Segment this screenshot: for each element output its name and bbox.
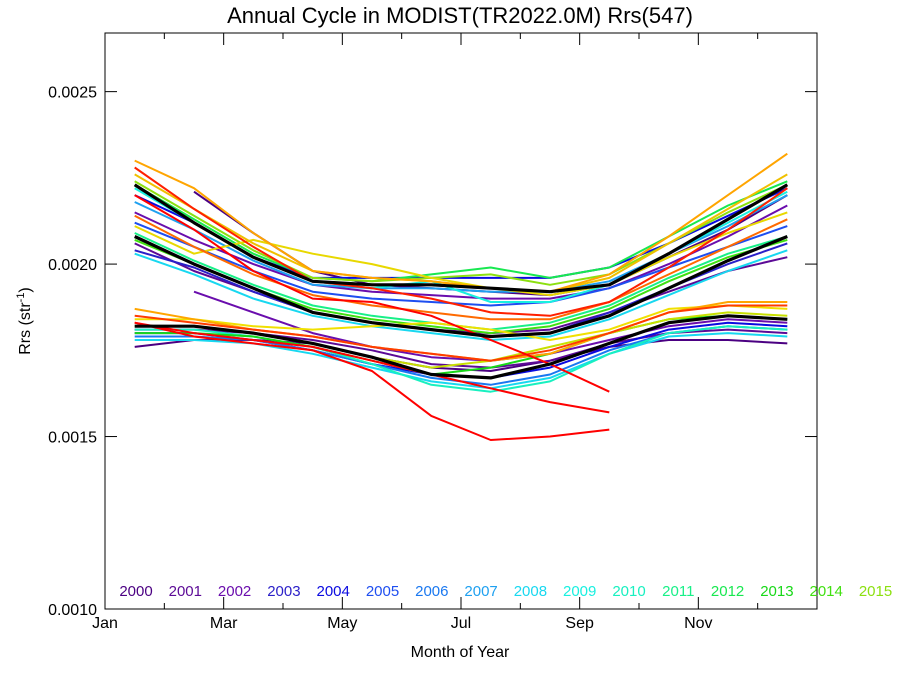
- legend-entry-2010: 2010: [612, 583, 645, 600]
- y-axis-label: Rrs (str-1): [15, 287, 34, 355]
- legend-entry-2006: 2006: [415, 583, 448, 600]
- legend-entry-2003: 2003: [267, 583, 300, 600]
- x-tick-label: May: [327, 615, 357, 632]
- ticks-layer: 0.0010 0.0015 0.0020 0.0025 Jan Mar May Jul Sep N…: [48, 33, 817, 632]
- series-line-17: [134, 180, 788, 283]
- legend-entry-2004: 2004: [317, 583, 350, 600]
- legend-entry-2005: 2005: [366, 583, 399, 600]
- legend-entry-2002: 2002: [218, 583, 251, 600]
- series-line-27: [134, 214, 788, 321]
- y-tick-label: 0.0020: [48, 257, 97, 274]
- legend-entry-2011: 2011: [662, 583, 694, 600]
- y-tick-label: 0.0025: [48, 85, 97, 102]
- legend: 2000 2001 2002 2003 2004 2005 2006 2007 2008 2009…: [119, 583, 892, 600]
- legend-entry-2009: 2009: [563, 583, 596, 600]
- legend-entry-2001: 2001: [169, 583, 202, 600]
- series-layer: [133, 152, 789, 441]
- legend-entry-2008: 2008: [514, 583, 547, 600]
- series-line-23: [134, 304, 788, 341]
- series-line-31: [134, 194, 610, 393]
- series-line-22: [134, 211, 788, 297]
- legend-entry-2007: 2007: [464, 583, 497, 600]
- chart-title: Annual Cycle in MODIST(TR2022.0M) Rrs(54…: [227, 3, 693, 28]
- series-line-25: [134, 152, 788, 293]
- series-line-1: [193, 190, 788, 297]
- legend-entry-2015: 2015: [859, 583, 892, 600]
- series-line-12: [134, 249, 788, 341]
- x-tick-label: Sep: [565, 615, 594, 632]
- series-line-30: [134, 321, 610, 414]
- x-tick-label: Mar: [210, 615, 238, 632]
- y-tick-label: 0.0010: [48, 602, 97, 619]
- series-line-5: [134, 204, 788, 300]
- y-axis-label-close: ): [17, 287, 34, 292]
- series-line-33: [133, 183, 789, 294]
- series-line-9: [134, 221, 788, 307]
- legend-entry-2000: 2000: [119, 583, 152, 600]
- series-line-28: [134, 304, 788, 362]
- series-line-34: [134, 235, 788, 339]
- legend-entry-2014: 2014: [810, 583, 843, 600]
- y-tick-label: 0.0015: [48, 430, 97, 447]
- x-tick-label: Jul: [451, 615, 471, 632]
- legend-entry-2012: 2012: [711, 583, 744, 600]
- x-tick-label: Nov: [684, 615, 712, 632]
- x-tick-label: Jan: [92, 615, 118, 632]
- series-line-35: [134, 314, 788, 380]
- x-axis-label: Month of Year: [411, 644, 510, 661]
- series-line-29: [134, 321, 610, 441]
- y-axis-label-superscript: -1: [15, 293, 27, 303]
- y-axis-label-main: Rrs (str: [17, 302, 34, 355]
- series-line-32: [134, 166, 788, 317]
- legend-entry-2013: 2013: [760, 583, 793, 600]
